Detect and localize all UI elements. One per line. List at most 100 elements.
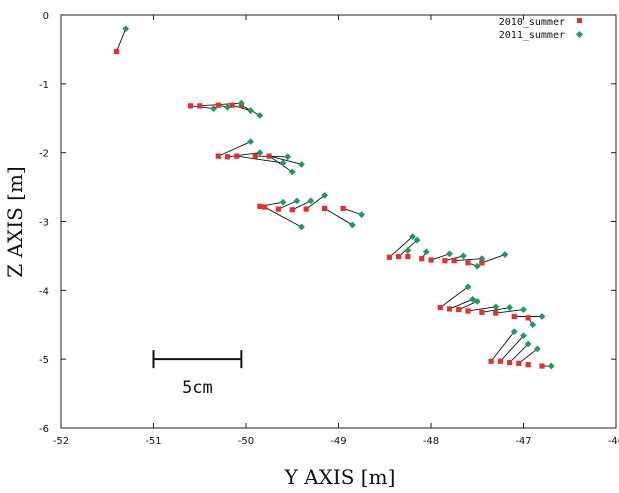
point-2010-summer <box>525 315 531 321</box>
legend-label-2010-summer: 2010_summer <box>499 17 565 28</box>
point-2011-summer <box>506 304 514 311</box>
displacement-segment <box>490 331 515 362</box>
x-tick-label: -52 <box>53 436 69 447</box>
x-tick-label: -46 <box>608 436 619 447</box>
displacement-segment <box>449 298 473 310</box>
x-tick-label: -48 <box>423 436 439 447</box>
legend-marker-2011-summer <box>576 31 583 38</box>
point-2011-summer <box>348 221 356 229</box>
point-2010-summer <box>386 254 392 260</box>
y-tick-label: 0 <box>43 11 49 22</box>
point-2011-summer <box>538 313 546 320</box>
x-tick-label: -47 <box>515 436 531 447</box>
point-2010-summer <box>507 360 513 366</box>
point-2010-summer <box>497 358 503 364</box>
point-2011-summer <box>307 197 315 205</box>
point-2011-summer <box>459 252 467 260</box>
point-2010-summer <box>215 153 221 159</box>
point-2011-summer <box>413 236 421 244</box>
point-2011-summer <box>122 25 130 33</box>
displacement-segment <box>236 155 284 164</box>
displacement-segment <box>439 286 469 308</box>
point-2010-summer <box>493 310 499 316</box>
point-2011-summer <box>247 138 255 146</box>
displacement-segment <box>500 335 524 362</box>
point-2010-summer <box>511 313 517 320</box>
displacement-segment <box>278 200 298 210</box>
x-tick-label: -49 <box>330 436 346 447</box>
point-2010-summer <box>229 102 235 108</box>
point-2010-summer <box>451 258 457 264</box>
y-axis-title: Z AXIS [m] <box>3 166 27 277</box>
scale-bar-label: 5cm <box>182 378 213 398</box>
x-axis-title: Y AXIS [m] <box>284 465 396 489</box>
point-2010-summer <box>419 256 425 262</box>
point-2010-summer <box>488 358 494 364</box>
displacement-segment <box>509 343 529 363</box>
y-tick-label: -3 <box>39 218 49 229</box>
displacement-segment <box>324 208 353 226</box>
point-2010-summer <box>396 254 402 260</box>
point-2010-summer <box>479 260 485 266</box>
displacement-segment <box>269 155 302 165</box>
point-2010-summer <box>405 254 411 260</box>
displacement-segment <box>227 152 260 158</box>
point-2010-summer <box>113 48 120 55</box>
y-tick-label: -6 <box>39 424 49 435</box>
displacement-segment <box>231 104 251 112</box>
point-2010-summer <box>322 205 328 212</box>
point-2011-summer <box>247 107 255 115</box>
point-2010-summer <box>257 203 263 209</box>
point-2011-summer <box>284 153 292 161</box>
legend: 2010_summer 2011_summer <box>499 17 583 41</box>
point-2010-summer <box>516 360 522 366</box>
point-2011-summer <box>529 321 537 329</box>
displacement-segment <box>305 194 325 210</box>
displacement-segment <box>481 254 506 264</box>
point-2010-summer <box>197 103 203 109</box>
point-2010-summer <box>446 306 453 312</box>
x-tick-label: -50 <box>238 436 254 447</box>
point-2010-summer <box>224 154 231 160</box>
point-2011-summer <box>321 191 329 199</box>
displacement-segment <box>430 253 450 261</box>
point-2011-summer <box>210 105 218 113</box>
point-2010-summer <box>340 205 346 212</box>
point-2010-summer <box>187 103 194 109</box>
point-2011-summer <box>237 99 245 107</box>
point-2011-summer <box>256 149 264 157</box>
point-2011-summer <box>520 306 527 314</box>
point-2011-summer <box>520 332 527 340</box>
point-2011-summer <box>409 233 416 241</box>
point-2011-summer <box>298 160 305 168</box>
point-2011-summer <box>279 198 287 206</box>
point-2011-summer <box>288 168 296 176</box>
scale-bar: 5cm <box>152 350 243 398</box>
point-2010-summer <box>275 206 281 212</box>
displacement-segment <box>518 348 538 364</box>
point-2011-summer <box>510 328 518 336</box>
point-2010-summer <box>525 362 531 368</box>
point-2011-summer <box>446 250 453 258</box>
point-2011-summer <box>478 255 486 263</box>
point-2011-summer <box>473 262 481 270</box>
point-2011-summer <box>501 251 509 258</box>
displacement-segment <box>389 236 413 258</box>
point-2010-summer <box>266 153 272 159</box>
point-2011-summer <box>547 362 555 370</box>
point-2010-summer <box>539 363 545 369</box>
point-2010-summer <box>234 153 240 159</box>
point-2010-summer <box>303 206 309 212</box>
y-tick-label: -5 <box>39 355 49 366</box>
y-tick-label: -4 <box>39 286 49 297</box>
point-2011-summer <box>256 112 264 119</box>
point-2010-summer <box>289 207 295 213</box>
point-2011-summer <box>464 283 472 291</box>
point-2010-summer <box>252 153 258 159</box>
point-2010-summer <box>261 204 268 210</box>
point-2011-summer <box>293 197 301 205</box>
point-2011-summer <box>224 103 231 111</box>
legend-marker-2010-summer <box>577 18 582 23</box>
point-2010-summer <box>479 309 485 315</box>
